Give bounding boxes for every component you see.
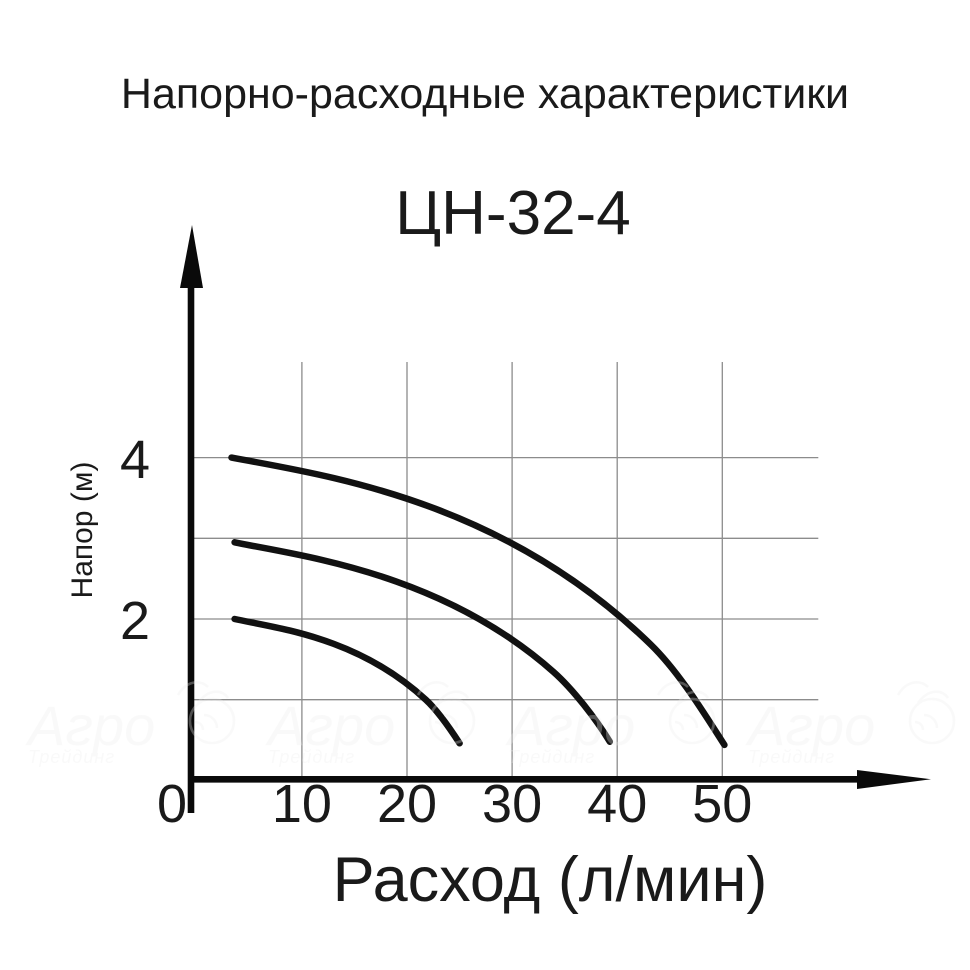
- svg-text:Расход (л/мин): Расход (л/мин): [333, 845, 768, 915]
- svg-text:4: 4: [120, 430, 150, 490]
- svg-text:Напор (м): Напор (м): [66, 462, 99, 599]
- svg-text:40: 40: [587, 774, 647, 834]
- svg-text:50: 50: [692, 774, 752, 834]
- svg-text:10: 10: [272, 774, 332, 834]
- svg-text:0: 0: [157, 774, 187, 834]
- svg-text:30: 30: [482, 774, 542, 834]
- svg-text:2: 2: [120, 591, 150, 651]
- svg-text:20: 20: [377, 774, 437, 834]
